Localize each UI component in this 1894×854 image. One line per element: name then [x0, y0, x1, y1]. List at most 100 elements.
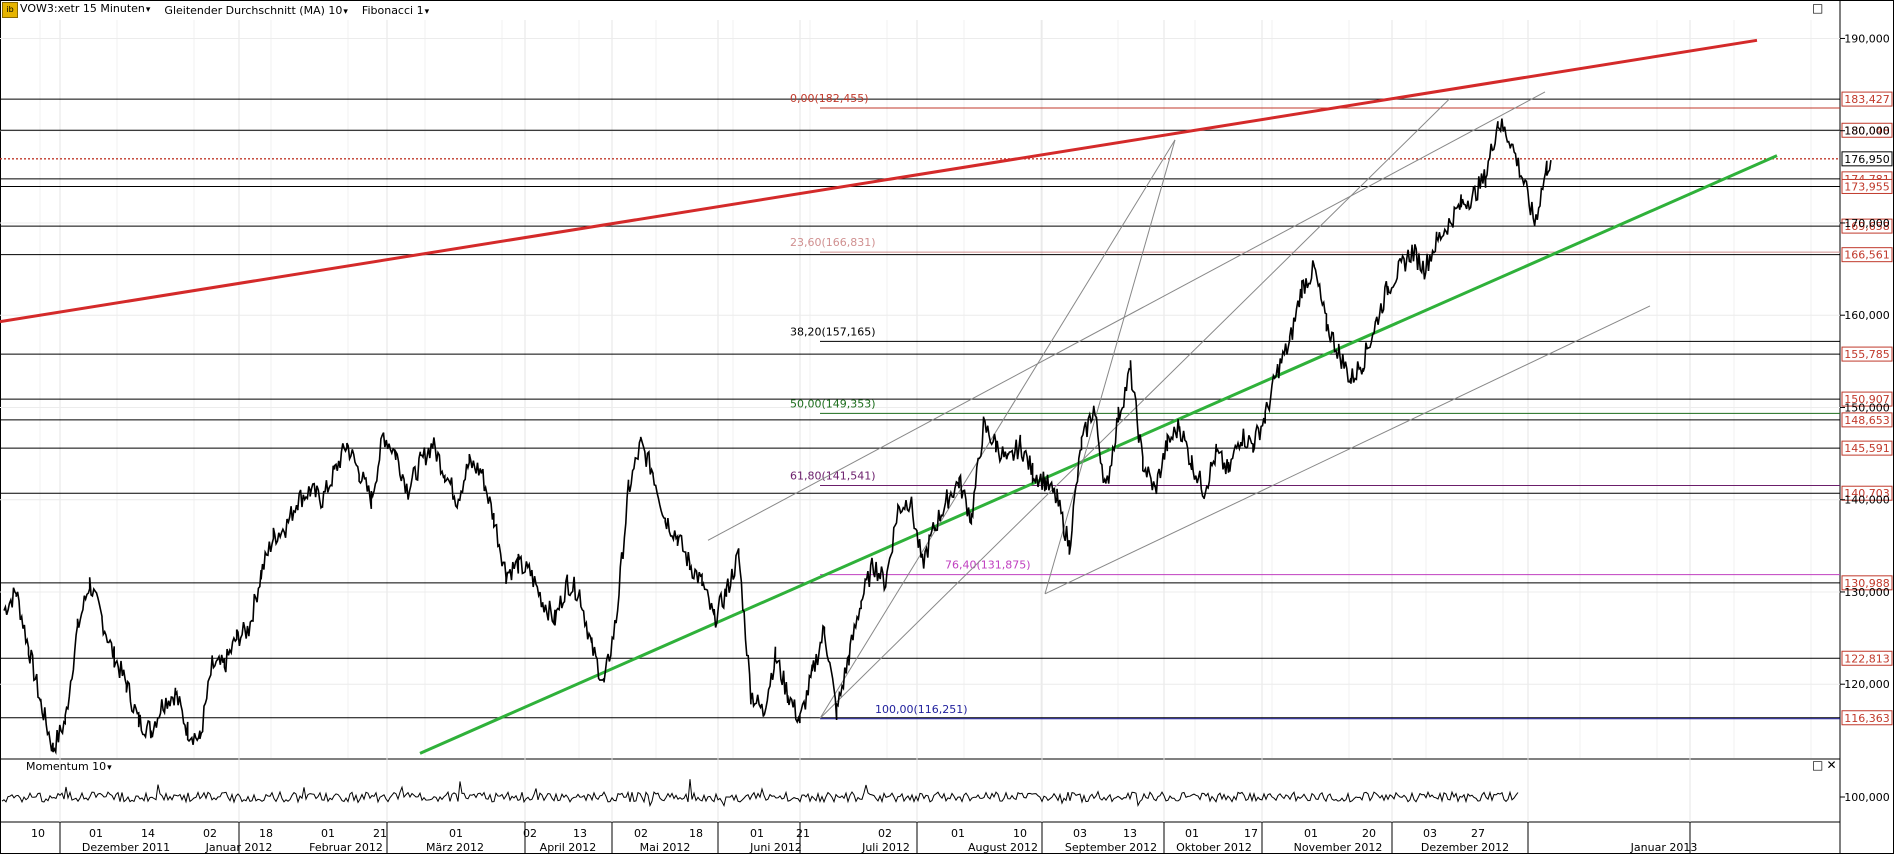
x-day-label: 18 — [259, 827, 273, 840]
price-line — [3, 118, 1552, 755]
level-label-box — [1841, 650, 1893, 666]
level-label: 173,955 — [1844, 180, 1890, 193]
level-label: 166,561 — [1844, 249, 1890, 262]
x-month-label: Mai 2012 — [640, 841, 691, 854]
x-day-label: 14 — [141, 827, 155, 840]
fib-level-label: 61,80(141,541) — [790, 469, 876, 482]
y-tick-label: 150,000 — [1844, 401, 1890, 414]
x-day-label: 21 — [796, 827, 810, 840]
level-label: 183,427 — [1844, 93, 1890, 106]
fib-level-label: 0,00(182,455) — [790, 92, 869, 105]
level-label-box — [1841, 346, 1893, 362]
x-month-label: September 2012 — [1065, 841, 1157, 854]
y-tick-label: 160,000 — [1844, 309, 1890, 322]
level-label-box — [1841, 485, 1893, 501]
level-label: 130,988 — [1844, 577, 1890, 590]
x-day-label: 13 — [1123, 827, 1137, 840]
level-label: 148,653 — [1844, 414, 1890, 427]
fib-level-label: 100,00(116,251) — [875, 703, 968, 716]
x-day-label: 01 — [321, 827, 335, 840]
moving-average-selector[interactable]: Gleitender Durchschnitt (MA) 10 — [164, 4, 348, 17]
x-day-label: 20 — [1362, 827, 1376, 840]
current-price-box — [1841, 151, 1893, 167]
x-day-label: 10 — [1013, 827, 1027, 840]
y-tick-label: 130,000 — [1844, 586, 1890, 599]
current-price-label: 176,950 — [1844, 153, 1890, 166]
time-axis: 10 01 14 02 18 01 21 01 02 13 02 18 01 21 02 01 10 03 13 01… — [31, 822, 1697, 854]
fib-level-label: 50,00(149,353) — [790, 397, 876, 410]
x-day-label: 01 — [1304, 827, 1318, 840]
x-day-label: 01 — [750, 827, 764, 840]
level-label: 122,813 — [1844, 652, 1890, 665]
spike-line — [1044, 139, 1176, 594]
level-label-box — [1841, 178, 1893, 194]
x-day-label: 10 — [31, 827, 45, 840]
level-label-box — [1841, 391, 1893, 407]
x-day-label: 27 — [1471, 827, 1485, 840]
level-label: 116,363 — [1844, 712, 1890, 725]
y-tick-label: 140,000 — [1844, 494, 1890, 507]
trend-lines — [0, 38, 1778, 755]
support-trendline — [419, 154, 1778, 755]
maximize-panel-icon[interactable]: □ — [1812, 758, 1824, 772]
fan-line — [819, 98, 1451, 719]
x-day-label: 17 — [1244, 827, 1258, 840]
x-day-label: 13 — [573, 827, 587, 840]
x-day-label: 03 — [1073, 827, 1087, 840]
level-label-box — [1841, 412, 1893, 428]
x-month-label: April 2012 — [540, 841, 597, 854]
x-day-label: 01 — [89, 827, 103, 840]
level-label: 180,048 — [1844, 124, 1890, 137]
horizontal-level-lines — [0, 98, 1840, 719]
channel-lower-line — [1044, 305, 1651, 595]
x-day-label: 01 — [449, 827, 463, 840]
momentum-line — [1, 779, 1519, 808]
maximize-icon[interactable]: □ — [1812, 1, 1824, 15]
y-tick-label: 120,000 — [1844, 678, 1890, 691]
momentum-indicator-label[interactable]: Momentum 10 — [26, 760, 112, 773]
x-month-label: Januar 2012 — [205, 841, 273, 854]
y-tick-label: 180,000 — [1844, 125, 1890, 138]
x-day-label: 03 — [1423, 827, 1437, 840]
x-month-label: Dezember 2011 — [82, 841, 170, 854]
level-label-box — [1841, 440, 1893, 456]
level-label: 145,591 — [1844, 442, 1890, 455]
x-day-label: 01 — [1185, 827, 1199, 840]
fib-level-label: 38,20(157,165) — [790, 325, 876, 338]
x-day-label: 18 — [689, 827, 703, 840]
channel-upper-line — [707, 91, 1546, 541]
x-day-label: 01 — [951, 827, 965, 840]
x-day-label: 02 — [523, 827, 537, 840]
level-label-box — [1841, 91, 1893, 107]
fan-line-steep — [819, 139, 1176, 719]
level-label: 150,907 — [1844, 393, 1890, 406]
level-label: 140,703 — [1844, 487, 1890, 500]
symbol-selector[interactable]: ib VOW3:xetr 15 Minuten — [2, 2, 150, 18]
momentum-tick-label: 100,000 — [1844, 791, 1890, 804]
fibonacci-selector[interactable]: Fibonacci 1 — [362, 4, 429, 17]
level-label: 155,785 — [1844, 348, 1890, 361]
momentum-panel: 100,000 — [1, 779, 1890, 808]
x-month-label: Februar 2012 — [309, 841, 383, 854]
close-panel-icon[interactable]: ✕ — [1826, 758, 1837, 772]
level-label-box — [1841, 710, 1893, 726]
app-logo-icon: ib — [2, 2, 18, 18]
x-month-label: Juni 2012 — [749, 841, 802, 854]
price-axis: 183,427180,048174,781173,955169,658166,5… — [1840, 32, 1893, 726]
y-tick-label: 190,000 — [1844, 32, 1890, 45]
level-label-box — [1841, 218, 1893, 234]
x-month-label: Januar 2013 — [1630, 841, 1698, 854]
x-month-label: November 2012 — [1294, 841, 1383, 854]
x-day-label: 02 — [203, 827, 217, 840]
x-day-label: 02 — [634, 827, 648, 840]
x-day-label: 02 — [878, 827, 892, 840]
x-day-label: 21 — [373, 827, 387, 840]
fib-level-label: 23,60(166,831) — [790, 236, 876, 249]
y-tick-label: 170,000 — [1844, 217, 1890, 230]
fib-level-label: 76,40(131,875) — [945, 559, 1031, 572]
price-series — [3, 118, 1552, 755]
